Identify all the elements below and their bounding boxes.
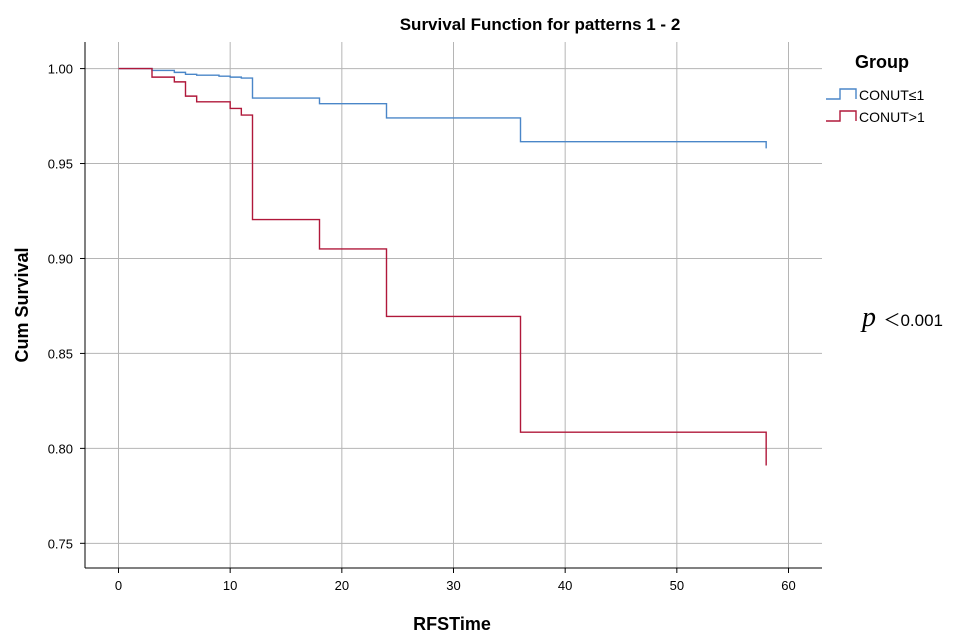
legend-swatch-0 [826, 88, 857, 100]
grid-lines [85, 42, 822, 568]
legend-label-1: CONUT>1 [859, 109, 925, 125]
x-tick-label-3: 30 [446, 578, 460, 593]
y-tick-label-5: 1.00 [48, 62, 73, 77]
p-value-text: ＜0.001 [883, 311, 943, 330]
y-tick-label-1: 0.80 [48, 441, 73, 456]
legend-title: Group [855, 52, 909, 72]
chart-title: Survival Function for patterns 1 - 2 [400, 15, 681, 34]
series-layer [118, 67, 767, 466]
p-symbol: p [860, 302, 876, 333]
x-tick-label-6: 60 [781, 578, 795, 593]
series-line-1 [118, 67, 767, 466]
y-tick-label-0: 0.75 [48, 536, 73, 551]
y-tick-label-3: 0.90 [48, 251, 73, 266]
x-axis-label: RFSTime [413, 614, 491, 633]
p-value-annotation: p ＜0.001 [860, 302, 943, 333]
legend: Group CONUT≤1 CONUT>1 [826, 52, 925, 125]
x-tick-label-1: 10 [223, 578, 237, 593]
y-tick-label-4: 0.95 [48, 157, 73, 172]
x-tick-label-0: 0 [115, 578, 122, 593]
x-tick-label-4: 40 [558, 578, 572, 593]
y-tick-label-2: 0.85 [48, 346, 73, 361]
series-line-0 [118, 67, 767, 149]
legend-items: CONUT≤1 CONUT>1 [826, 87, 925, 125]
legend-swatch-1 [826, 110, 857, 122]
legend-label-0: CONUT≤1 [859, 87, 924, 103]
x-tick-label-2: 20 [335, 578, 349, 593]
x-axis-ticks: 0 10 20 30 40 50 60 [115, 568, 796, 593]
y-axis-label: Cum Survival [12, 247, 32, 362]
x-tick-label-5: 50 [670, 578, 684, 593]
y-axis-ticks: 0.75 0.80 0.85 0.90 0.95 1.00 [48, 62, 85, 551]
